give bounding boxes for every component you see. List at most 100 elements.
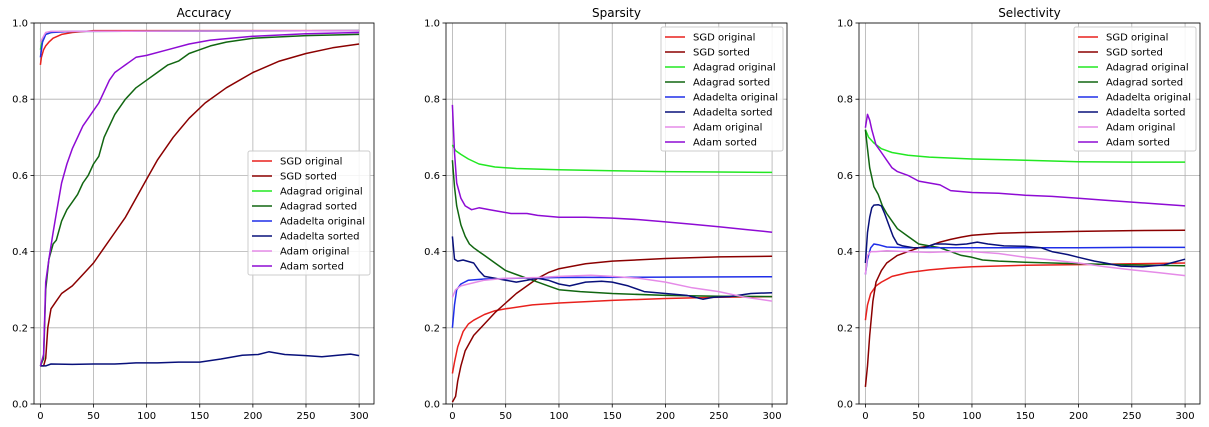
axes-frame — [33, 22, 375, 405]
y-tick-label: 0.8 — [837, 95, 853, 106]
y-tick-label: 0.6 — [424, 171, 440, 182]
legend-label: Adam sorted — [693, 138, 757, 149]
legend-box — [247, 150, 371, 276]
x-tick-label: 50 — [499, 411, 512, 422]
legend-label: Adagrad sorted — [280, 202, 357, 213]
axes-frame — [445, 22, 788, 405]
legend-label: Adadelta original — [280, 217, 365, 228]
y-tick-label: 0.6 — [12, 171, 28, 182]
series-line-adadelta-sorted — [451, 236, 773, 300]
y-tick-label: 1.0 — [837, 19, 853, 30]
series-line-adadelta-sorted — [40, 351, 360, 367]
series-line-sgd-original — [451, 295, 773, 374]
series-line-adam-original — [451, 274, 773, 302]
x-tick-label: 150 — [1016, 411, 1035, 422]
x-tick-label: 50 — [87, 411, 100, 422]
series-line-sgd-original — [864, 262, 1186, 321]
x-tick-label: 200 — [243, 411, 262, 422]
legend-label: Adam original — [693, 123, 762, 134]
chart-title: Accuracy — [177, 6, 232, 20]
y-tick-label: 0.0 — [12, 400, 28, 411]
series-line-sgd-sorted — [864, 229, 1186, 387]
legend-label: Adagrad original — [280, 187, 363, 198]
x-tick-label: 200 — [1069, 411, 1088, 422]
legend-label: Adagrad sorted — [1106, 78, 1183, 89]
legend-label: Adadelta sorted — [693, 108, 773, 119]
series-line-adagrad-sorted — [451, 160, 773, 298]
series-line-adagrad-original — [451, 144, 773, 174]
x-tick-label: 300 — [350, 411, 369, 422]
y-tick-label: 0.2 — [424, 323, 440, 334]
y-tick-label: 0.4 — [12, 247, 28, 258]
selectivity-panel: 0 50 100 150 200 250 300 0.0 0.2 0.4 0.6 0.8 1.0 Sele… — [837, 6, 1201, 422]
legend-label: Adam original — [280, 247, 349, 258]
legend-label: Adam sorted — [280, 262, 344, 273]
legend: SGD original SGD sorted Adagrad original Ad… — [1073, 26, 1197, 152]
legend-label: Adam original — [1106, 123, 1175, 134]
series-group — [39, 29, 360, 367]
chart-title: Sparsity — [592, 6, 641, 20]
y-tick-label: 0.2 — [837, 323, 853, 334]
y-tick-label: 0.2 — [12, 323, 28, 334]
legend: SGD original SGD sorted Adagrad original Ad… — [660, 26, 784, 152]
x-tick-label: 0 — [862, 411, 868, 422]
x-tick-label: 0 — [37, 411, 43, 422]
sparsity-panel: 0 50 100 150 200 250 300 0.0 0.2 0.4 0.6 0.8 1.0 Spar… — [424, 6, 788, 422]
y-tick-label: 0.4 — [837, 247, 853, 258]
axes-frame — [858, 22, 1201, 405]
x-tick-label: 50 — [912, 411, 925, 422]
series-line-adam-sorted — [39, 31, 360, 367]
x-tick-label: 100 — [137, 411, 156, 422]
x-tick-label: 0 — [449, 411, 455, 422]
series-line-adadelta-original — [451, 275, 773, 328]
series-line-sgd-sorted — [451, 255, 773, 403]
legend-label: Adagrad sorted — [693, 78, 770, 89]
series-group — [864, 113, 1186, 387]
series-line-adam-sorted — [864, 113, 1186, 207]
series-line-adam-original — [39, 29, 360, 43]
y-tick-label: 1.0 — [424, 19, 440, 30]
x-tick-label: 150 — [603, 411, 622, 422]
y-tick-label: 0.0 — [424, 400, 440, 411]
legend-label: Adadelta sorted — [1106, 108, 1186, 119]
series-group — [451, 104, 773, 403]
legend-label: Adadelta original — [1106, 93, 1191, 104]
y-tick-label: 0.8 — [424, 95, 440, 106]
x-tick-label: 100 — [962, 411, 981, 422]
x-tick-label: 100 — [549, 411, 568, 422]
legend-label: SGD original — [280, 157, 342, 168]
series-line-adagrad-original — [864, 129, 1186, 163]
series-line-adagrad-sorted — [39, 33, 360, 367]
legend: SGD original SGD sorted Adagrad original Ad… — [247, 150, 371, 276]
legend-box — [1073, 26, 1197, 152]
series-line-adam-original — [864, 250, 1186, 277]
legend-label: Adagrad original — [693, 63, 776, 74]
legend-label: SGD original — [693, 33, 755, 44]
legend-label: Adadelta original — [693, 93, 778, 104]
y-tick-label: 1.0 — [12, 19, 28, 30]
series-line-sgd-sorted — [40, 43, 360, 367]
series-line-adadelta-sorted — [864, 203, 1186, 268]
legend-label: SGD sorted — [1106, 48, 1163, 59]
y-tick-label: 0.4 — [424, 247, 440, 258]
accuracy-panel: 0 50 100 150 200 250 300 0.0 0.2 0.4 0.6 0.8 1.0 Accu… — [12, 6, 375, 422]
y-tick-label: 0.8 — [12, 95, 28, 106]
y-tick-label: 0.6 — [837, 171, 853, 182]
legend-label: Adadelta sorted — [280, 232, 360, 243]
series-line-adam-sorted — [451, 104, 773, 233]
y-tick-label: 0.0 — [837, 400, 853, 411]
x-tick-label: 250 — [709, 411, 728, 422]
legend-label: SGD original — [1106, 33, 1168, 44]
x-tick-label: 300 — [1176, 411, 1195, 422]
x-tick-label: 300 — [763, 411, 782, 422]
legend-label: SGD sorted — [693, 48, 750, 59]
legend-label: Adam sorted — [1106, 138, 1170, 149]
legend-label: SGD sorted — [280, 172, 337, 183]
legend-label: Adagrad original — [1106, 63, 1189, 74]
legend-box — [660, 26, 784, 152]
chart-title: Selectivity — [998, 6, 1061, 20]
x-tick-label: 250 — [296, 411, 315, 422]
series-line-adadelta-original — [864, 243, 1186, 275]
x-tick-label: 200 — [656, 411, 675, 422]
